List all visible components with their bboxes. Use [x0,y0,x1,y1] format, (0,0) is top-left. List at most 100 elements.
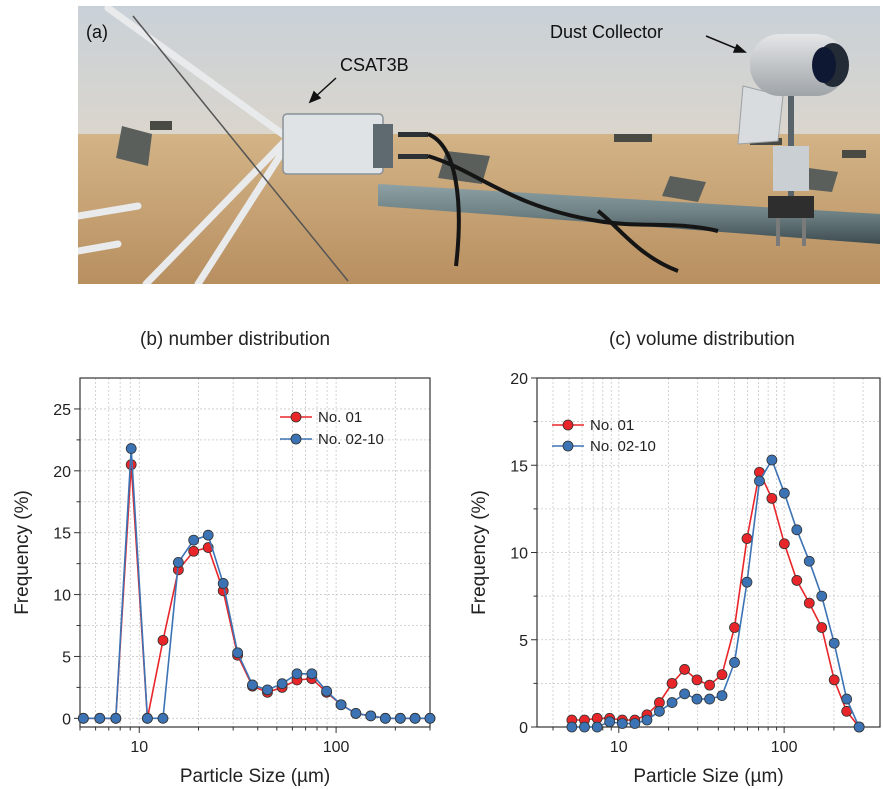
y-tick-label: 15 [510,458,528,475]
data-point [157,634,169,646]
y-axis-label: Frequency (%) [12,490,33,615]
data-point [629,714,641,726]
x-tick-label: 10 [610,739,628,756]
data-point [803,597,815,609]
legend-entry: No. 02-10 [280,431,384,448]
data-point [791,575,803,586]
data-point [335,699,347,711]
legend-entry: No. 02-10 [552,438,656,455]
data-point [217,578,229,589]
data-point [816,590,828,602]
data-point [741,533,753,544]
data-point [841,705,853,717]
data-point [188,534,200,546]
data-point [110,712,122,724]
data-point [691,674,703,686]
legend-label: No. 01 [318,409,362,426]
data-point [666,677,678,689]
data-point [654,705,665,717]
data-point [125,443,137,454]
data-point [276,678,288,690]
data-point [853,721,865,733]
data-point [604,712,616,724]
data-point [816,622,828,633]
data-point [379,712,391,724]
y-tick-label: 25 [53,402,71,419]
data-point [766,493,778,504]
data-point [591,712,603,724]
data-point [77,712,89,724]
plot-frame [79,377,431,728]
grid-b [80,377,430,727]
x-tick-label: 100 [323,739,350,756]
series-line [571,458,860,728]
data-point [262,686,273,698]
legend-entry: No. 01 [552,417,634,434]
photo-panel: (a) CSAT3B Dust Collector [78,6,880,284]
data-point [306,673,318,685]
data-point [841,693,853,705]
legend-entry: No. 01 [280,409,362,426]
data-point [679,664,691,675]
y-tick-label: 0 [519,720,528,737]
series-blue [566,454,865,733]
data-point [142,712,153,724]
tower-frame [78,6,292,284]
data-point [217,585,229,597]
legend-label: No. 02-10 [318,431,384,448]
data-point [94,712,106,724]
y-tick-label: 15 [53,526,71,543]
data-point [716,669,728,681]
data-point [142,712,153,724]
data-point [704,679,715,691]
data-point [424,712,436,724]
data-point [350,707,362,719]
data-point [77,712,89,724]
data-point [291,668,303,680]
data-point [754,475,765,487]
data-point [591,721,603,733]
data-point [276,681,288,693]
csat3b-label: CSAT3B [340,55,409,75]
data-point [321,686,333,698]
data-point [110,712,122,724]
data-point [247,679,258,691]
data-point [579,714,590,726]
data-point [409,712,421,724]
data-point [641,714,653,726]
data-point [232,647,244,659]
series-line [571,469,860,728]
data-point [409,712,421,724]
data-point [94,712,106,724]
data-point [604,716,616,728]
legend-label: No. 01 [590,417,634,434]
y-tick-label: 20 [53,464,71,481]
cables [427,132,719,273]
data-point [125,459,137,471]
data-point [566,714,578,726]
x-tick-label: 10 [130,739,148,756]
data-point [729,622,740,633]
data-point [616,718,628,729]
series-red [566,466,865,733]
data-point [157,712,169,724]
series-blue [77,443,436,724]
y-tick-label: 5 [62,649,71,666]
data-point [262,684,273,696]
data-point [641,709,653,721]
csat3b-sensor [282,113,428,175]
data-point [853,721,865,733]
data-point [365,710,377,722]
x-axis-label: Particle Size (µm) [633,766,783,787]
data-point [365,710,377,722]
plot-frame [536,377,881,728]
data-point [424,712,436,724]
data-point [232,649,244,661]
data-point [828,674,840,686]
y-tick-label: 5 [519,633,528,650]
legend-marker [562,419,574,431]
data-point [291,674,303,686]
data-point [350,707,362,719]
series-line [83,448,430,720]
chart-b: 10 100 0 5 10 15 20 25 Particle Size (µm) Frequen… [12,377,436,787]
